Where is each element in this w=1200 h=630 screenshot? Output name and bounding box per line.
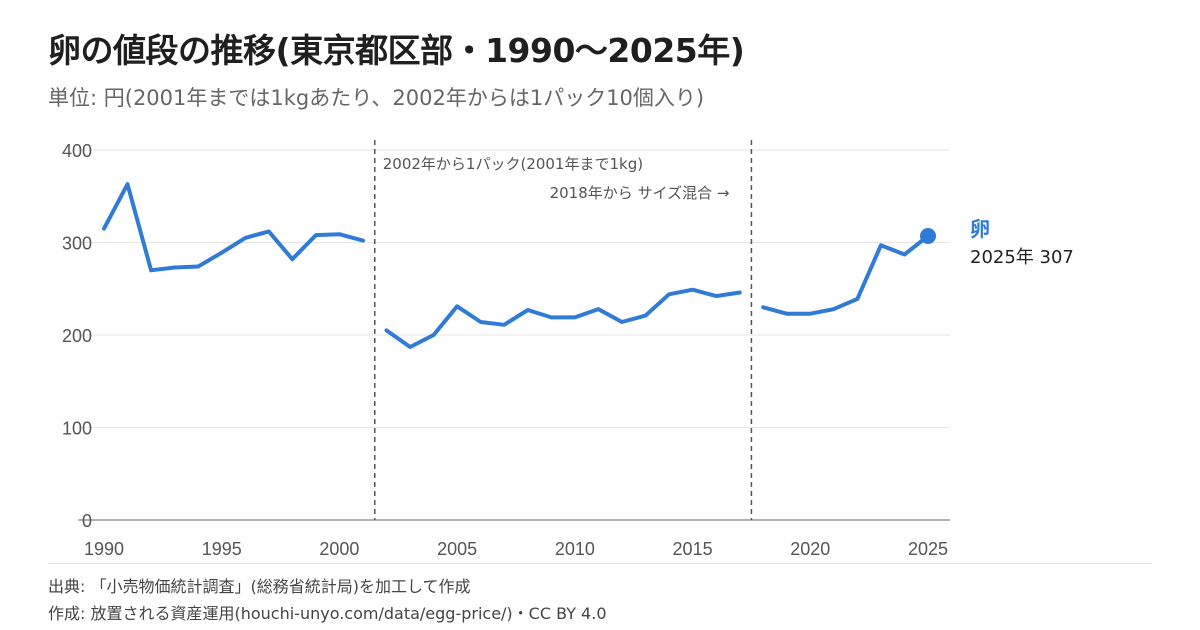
x-tick-label: 2005	[437, 539, 477, 559]
x-tick-label: 2020	[790, 539, 830, 559]
end-label-value: 2025年 307	[970, 247, 1074, 268]
break-label: 2018年から サイズ混合 →	[550, 184, 730, 202]
end-point-marker	[920, 228, 936, 245]
break-label: 2002年から1パック(2001年まで1kg)	[383, 155, 643, 173]
series-line	[102, 182, 365, 273]
series-line	[761, 234, 930, 316]
x-tick-label: 2000	[319, 539, 359, 559]
x-tick-label: 1990	[84, 539, 124, 559]
chart-title: 卵の値段の推移(東京都区部・1990〜2025年)	[48, 31, 745, 70]
source-note: 出典: 「小売物価統計調査」(総務省統計局)を加工して作成	[48, 577, 471, 596]
credit-note: 作成: 放置される資産運用(houchi-unyo.com/data/egg-p…	[48, 604, 607, 623]
y-tick-label: 100	[62, 419, 92, 439]
y-tick-label: 400	[62, 141, 92, 161]
y-tick-label: 200	[62, 326, 92, 346]
x-tick-label: 1995	[202, 539, 242, 559]
series-line	[384, 287, 742, 349]
x-tick-label: 2025	[908, 539, 948, 559]
end-label-name: 卵	[970, 217, 990, 241]
y-tick-label: 300	[62, 234, 92, 254]
x-tick-label: 2010	[555, 539, 595, 559]
x-tick-label: 2015	[673, 539, 713, 559]
chart-subtitle: 単位: 円(2001年までは1kgあたり、2002年からは1パック10個入り)	[48, 86, 705, 110]
footer-divider	[48, 563, 1152, 564]
y-tick-label: 0	[82, 511, 92, 531]
